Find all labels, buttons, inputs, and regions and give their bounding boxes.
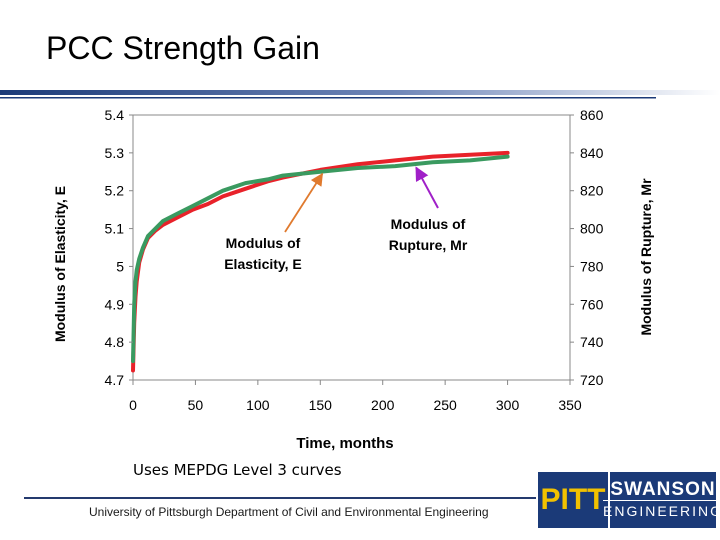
- x-tick-label: 200: [371, 397, 395, 413]
- y-axis-left-label: Modulus of Elasticity, E: [52, 186, 68, 342]
- annotation-elasticity-line1: Modulus of: [226, 235, 301, 251]
- logo-pitt: PITT: [538, 472, 608, 528]
- y-left-tick-label: 5: [116, 258, 124, 274]
- footer-text: University of Pittsburgh Department of C…: [89, 505, 489, 519]
- y-left-tick-label: 4.7: [105, 372, 125, 388]
- strength-gain-chart: 5.4 5.3 5.2 5.1 5 4.9 4.8 4.7 860 840 820 800 780 760…: [52, 107, 654, 452]
- y-right-tick-label: 860: [580, 107, 604, 123]
- y-right-tick-label: 820: [580, 183, 604, 199]
- series-line-modulus-of-rupture: [131, 150, 510, 373]
- logo-engineering: ENGINEERING: [603, 500, 720, 520]
- footnote: Uses MEPDG Level 3 curves: [133, 461, 342, 479]
- annotation-rupture: Modulus of Rupture, Mr: [389, 216, 468, 253]
- rupture-annotation-arrow: [415, 166, 439, 209]
- y-right-tick-label: 760: [580, 296, 604, 312]
- annotation-elasticity: Modulus of Elasticity, E: [224, 235, 302, 272]
- series-layer: [131, 150, 510, 373]
- y-right-tick-label: 840: [580, 145, 604, 161]
- y-left-tick-label: 5.1: [105, 221, 125, 237]
- x-tick-label: 50: [188, 397, 204, 413]
- x-tick-label: 150: [309, 397, 333, 413]
- y-right-tick-label: 720: [580, 372, 604, 388]
- y-left-tick-label: 5.4: [105, 107, 125, 123]
- tick-labels: 5.4 5.3 5.2 5.1 5 4.9 4.8 4.7 860 840 820 800 780 760…: [105, 107, 604, 413]
- x-tick-label: 350: [558, 397, 582, 413]
- logo-swanson: SWANSON: [610, 479, 716, 500]
- annotation-rupture-line1: Modulus of: [391, 216, 466, 232]
- y-left-tick-label: 4.9: [105, 296, 125, 312]
- footer-divider: [24, 497, 536, 499]
- y-left-tick-label: 5.2: [105, 183, 125, 199]
- y-left-tick-label: 4.8: [105, 334, 125, 350]
- y-axis-right-label: Modulus of Rupture, Mr: [638, 178, 654, 336]
- slide-title: PCC Strength Gain: [46, 30, 320, 66]
- y-right-tick-label: 740: [580, 334, 604, 350]
- x-axis-label: Time, months: [296, 435, 393, 452]
- pitt-swanson-logo: PITT SWANSON ENGINEERING: [538, 472, 720, 528]
- x-tick-label: 250: [433, 397, 457, 413]
- annotation-rupture-line2: Rupture, Mr: [389, 237, 468, 253]
- y-right-tick-label: 800: [580, 221, 604, 237]
- logo-swanson-block: SWANSON ENGINEERING: [603, 472, 720, 528]
- annotation-arrows: [284, 166, 439, 233]
- x-tick-label: 300: [496, 397, 520, 413]
- y-left-tick-label: 5.3: [105, 145, 125, 161]
- elasticity-annotation-arrow: [284, 172, 324, 233]
- series-line-modulus-of-elasticity: [131, 154, 510, 364]
- title-underline: [0, 90, 720, 99]
- annotation-elasticity-line2: Elasticity, E: [224, 256, 302, 272]
- y-right-tick-label: 780: [580, 258, 604, 274]
- x-tick-label: 0: [129, 397, 137, 413]
- x-tick-label: 100: [246, 397, 270, 413]
